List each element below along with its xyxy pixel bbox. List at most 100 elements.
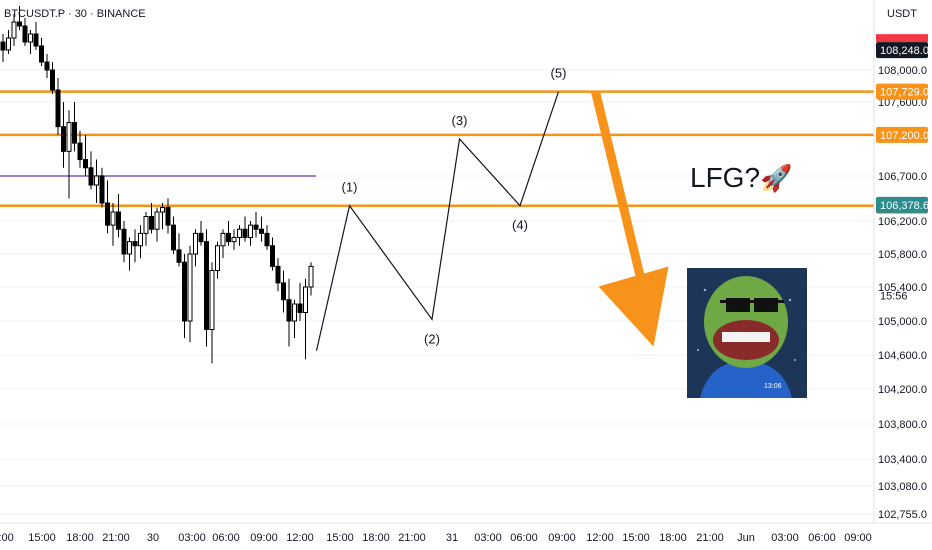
time-tick: 15:00	[28, 532, 56, 544]
candle-body	[237, 228, 242, 238]
candle-body	[61, 126, 66, 152]
arrow-head	[598, 266, 669, 347]
candle-body	[297, 303, 303, 313]
price-tick: 105,000.0	[878, 316, 927, 328]
candle-body	[286, 299, 292, 322]
time-axis[interactable]: 12:00 15:00 18:00 21:00 30 03:00 06:00 09:00 12:…	[0, 532, 872, 544]
lfg-annotation: LFG?	[690, 162, 760, 193]
candle-body	[121, 228, 127, 255]
elliott-wave: (1) (2) (3) (4) (5)	[315, 66, 567, 351]
time-tick: 09:00	[844, 532, 872, 544]
candle-body	[160, 207, 165, 213]
candles	[0, 6, 314, 364]
countdown-label: 15:56	[880, 291, 908, 303]
candle-body	[22, 25, 28, 43]
time-tick: 06:00	[510, 532, 538, 544]
horizontal-levels[interactable]	[0, 90, 874, 207]
time-tick: 09:00	[548, 532, 576, 544]
price-tick: 103,080.0	[878, 481, 927, 493]
ask-badge	[876, 34, 928, 43]
time-tick: 03:00	[178, 532, 206, 544]
candle-body	[127, 241, 132, 255]
time-tick: Jun	[737, 532, 755, 544]
candle-body	[292, 303, 297, 322]
forecast-arrow	[591, 90, 669, 347]
time-tick: 21:00	[102, 532, 130, 544]
candle-body	[242, 228, 248, 238]
wave-label: (2)	[424, 331, 440, 346]
candle-body	[88, 167, 94, 186]
price-tick: 106,200.0	[878, 216, 927, 228]
time-tick: 03:00	[474, 532, 502, 544]
price-tick: 103,400.0	[878, 454, 927, 466]
level-badge-label: 107,729.0	[880, 87, 929, 99]
candle-body	[259, 228, 264, 234]
time-tick: 09:00	[250, 532, 278, 544]
time-tick: 21:00	[696, 532, 724, 544]
price-tick: 104,600.0	[878, 350, 927, 362]
candle-body	[55, 89, 61, 128]
wave-label: (5)	[551, 66, 567, 81]
candle-body	[226, 232, 231, 243]
candle-body	[154, 211, 160, 230]
meme-timestamp: 13:06	[764, 383, 782, 390]
candle-body	[72, 122, 77, 144]
rocket-icon: 🚀	[760, 163, 792, 193]
candle-body	[28, 33, 33, 43]
candle-body	[116, 211, 121, 230]
candle-body	[143, 216, 149, 234]
candle-body	[270, 245, 275, 267]
price-tick: 102,755.0	[878, 509, 927, 521]
candle-body	[220, 232, 226, 247]
time-tick: 06:00	[212, 532, 240, 544]
arrow-shaft	[591, 90, 652, 308]
candle-body	[308, 265, 314, 288]
level-badge	[876, 126, 928, 143]
price-tick: 103,800.0	[878, 419, 927, 431]
candle-body	[138, 232, 143, 247]
candle-body	[44, 61, 50, 71]
time-tick: 15:00	[326, 532, 354, 544]
candle-body	[281, 282, 286, 301]
candle-body	[231, 237, 237, 243]
level-badge	[876, 83, 928, 100]
price-badge	[876, 42, 928, 59]
candle-body	[264, 232, 270, 247]
candle-body	[204, 241, 209, 330]
wave-label: (4)	[512, 218, 528, 233]
time-tick: 18:00	[66, 532, 94, 544]
candle-body	[50, 69, 55, 91]
candle-body	[275, 265, 281, 284]
time-tick: 12:00	[0, 532, 14, 544]
candle-body	[105, 202, 110, 226]
candle-body	[215, 245, 220, 271]
candle-body	[17, 21, 22, 27]
price-axis[interactable]: 108,000.0 107,600.0 106,700.0 106,200.0 105,…	[876, 34, 929, 521]
time-tick: 30	[147, 532, 159, 544]
time-tick: 21:00	[398, 532, 426, 544]
candle-body	[176, 249, 182, 263]
candle-body	[94, 175, 99, 186]
candle-body	[149, 216, 154, 230]
candle-body	[77, 142, 83, 161]
time-tick: 12:00	[586, 532, 614, 544]
price-badge-label: 108,248.0	[880, 45, 929, 57]
price-tick: 105,400.0	[878, 282, 927, 294]
candle-body	[0, 41, 6, 51]
time-tick: 06:00	[808, 532, 836, 544]
candle-body	[11, 21, 17, 39]
price-badge	[876, 196, 928, 213]
currency-label: USDT	[887, 8, 917, 20]
time-tick: 18:00	[362, 532, 390, 544]
candle-body	[110, 211, 116, 226]
candle-body	[198, 232, 204, 243]
price-tick: 108,000.0	[878, 65, 927, 77]
wave-label: (1)	[342, 180, 358, 195]
price-tick: 107,600.0	[878, 97, 927, 109]
candle-body	[33, 33, 39, 47]
candle-body	[6, 37, 11, 51]
candle-body	[83, 159, 88, 169]
candle-body	[248, 224, 253, 238]
price-tick: 105,800.0	[878, 249, 927, 261]
